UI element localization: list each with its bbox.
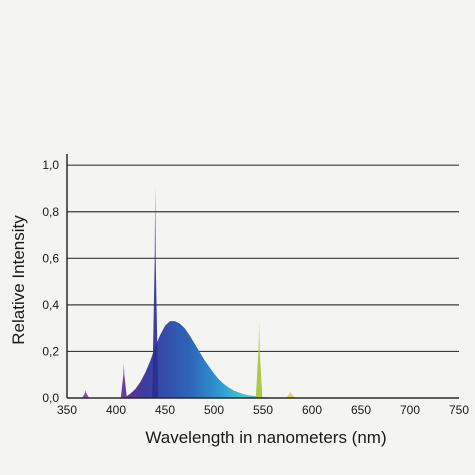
- x-tick-label-1: 400: [106, 403, 126, 417]
- y-tick-label-5: 1,0: [42, 158, 59, 172]
- peak-369nm: [82, 389, 90, 398]
- axes: [66, 154, 459, 399]
- x-tick-label-6: 650: [351, 403, 371, 417]
- x-tick-label-3: 500: [204, 403, 224, 417]
- y-tick-label-4: 0,8: [42, 205, 59, 219]
- spectrum-area: [120, 321, 332, 398]
- emission-peaks: [82, 186, 296, 398]
- x-tick-label-4: 550: [253, 403, 273, 417]
- peak-578nm: [285, 391, 296, 398]
- peak-408nm: [120, 363, 127, 398]
- y-tick-label-0: 0,0: [42, 391, 59, 405]
- y-tick-label-1: 0,2: [42, 344, 59, 358]
- x-tick-label-0: 350: [57, 403, 77, 417]
- y-axis-title: Relative Intensity: [9, 215, 28, 345]
- y-tick-label-3: 0,6: [42, 251, 59, 265]
- spectrum-band-0: [120, 321, 332, 398]
- grid-lines: [67, 164, 459, 353]
- x-tick-label-5: 600: [302, 403, 322, 417]
- x-axis-title: Wavelength in nanometers (nm): [145, 428, 386, 447]
- x-tick-label-2: 450: [155, 403, 175, 417]
- y-axis-ticks: 0,0 0,2 0,4 0,6 0,8 1,0: [42, 158, 59, 405]
- peak-440nm: [152, 186, 159, 398]
- y-tick-label-2: 0,4: [42, 298, 59, 312]
- peak-546nm: [255, 321, 263, 398]
- x-tick-label-8: 750: [449, 403, 469, 417]
- x-tick-label-7: 700: [400, 403, 420, 417]
- x-axis-ticks: 350 400 450 500 550 600 650 700 750: [57, 403, 469, 417]
